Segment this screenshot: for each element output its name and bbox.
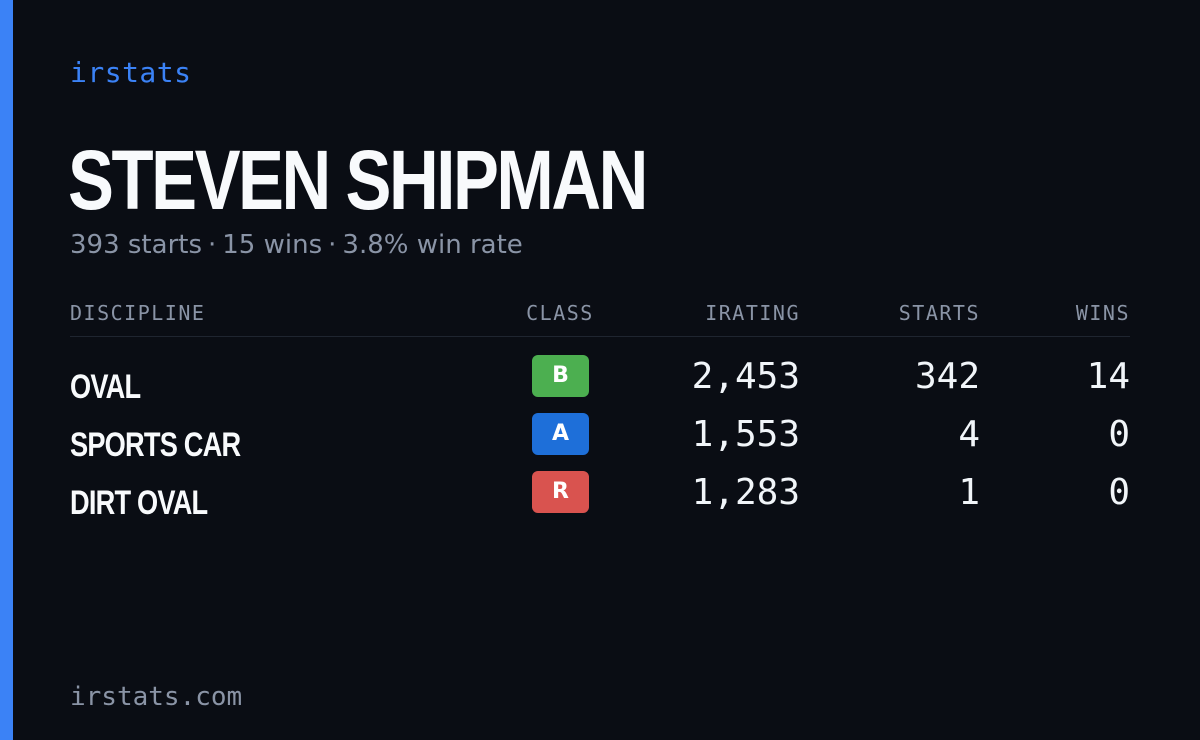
license-table: DISCIPLINE CLASS IRATING STARTS WINS OVA…: [70, 298, 1130, 527]
site-url[interactable]: irstats.com: [70, 682, 243, 712]
table-row: SPORTS CAR A 1,553 4 0: [70, 411, 1130, 469]
summary-starts: 393 starts: [70, 230, 202, 260]
irating-value: 1,553: [691, 414, 800, 455]
irating-value: 1,283: [691, 472, 800, 513]
discipline-name: DIRT OVAL: [70, 484, 208, 522]
header-irating: IRATING: [705, 301, 800, 325]
header-starts: STARTS: [898, 301, 980, 325]
class-badge: R: [532, 471, 589, 513]
class-badge: A: [532, 413, 589, 455]
table-header: DISCIPLINE CLASS IRATING STARTS WINS: [70, 298, 1130, 337]
wins-value: 0: [1108, 414, 1130, 455]
discipline-name: SPORTS CAR: [70, 426, 241, 464]
table-row: DIRT OVAL R 1,283 1 0: [70, 469, 1130, 527]
starts-value: 1: [958, 472, 980, 513]
summary-wins: 15 wins: [222, 230, 323, 260]
summary-win-rate: 3.8% win rate: [342, 230, 523, 260]
class-badge: B: [532, 355, 589, 397]
header-wins: WINS: [1075, 301, 1130, 325]
discipline-name: OVAL: [70, 368, 141, 406]
brand-logo-text[interactable]: irstats: [70, 56, 192, 89]
header-class: CLASS: [526, 301, 594, 325]
starts-value: 342: [914, 356, 980, 397]
wins-value: 14: [1086, 356, 1130, 397]
accent-bar: [0, 0, 13, 740]
table-row: OVAL B 2,453 342 14: [70, 353, 1130, 411]
summary-separator: ·: [208, 230, 217, 260]
summary-separator: ·: [328, 230, 337, 260]
player-summary: 393 starts · 15 wins · 3.8% win rate: [70, 228, 523, 262]
header-discipline: DISCIPLINE: [70, 301, 206, 325]
table-body: OVAL B 2,453 342 14 SPORTS CAR A 1,553 4…: [70, 353, 1130, 527]
player-name: STEVEN SHIPMAN: [68, 133, 648, 227]
wins-value: 0: [1108, 472, 1130, 513]
starts-value: 4: [958, 414, 980, 455]
irating-value: 2,453: [691, 356, 800, 397]
